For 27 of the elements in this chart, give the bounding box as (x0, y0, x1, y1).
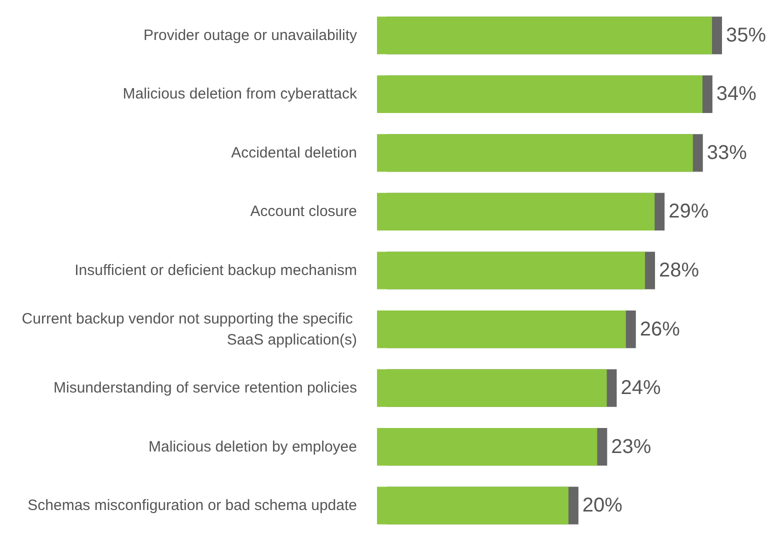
data-label: 26% (640, 318, 680, 340)
data-label: 20% (582, 494, 623, 517)
data-label: 33% (706, 142, 748, 164)
y-tick-label: Current backup vendor not supporting the specific SaaS application(s) (22, 310, 357, 348)
bar (377, 486, 568, 524)
bar (377, 75, 702, 113)
y-tick-label: Schemas misconfiguration or bad schema update (28, 497, 357, 514)
data-label: 23% (611, 436, 652, 458)
y-tick-label: Account closure (250, 203, 357, 220)
data-label: 28% (659, 260, 700, 282)
data-label: 34% (716, 83, 757, 106)
bar (377, 192, 655, 231)
bar (377, 252, 645, 290)
bar (377, 134, 693, 172)
bar (377, 16, 712, 54)
y-tick-label: Accidental deletion (231, 144, 357, 162)
bar (377, 369, 607, 407)
data-label: 29% (668, 200, 709, 223)
y-tick-label: Misunderstanding of service retention policies (54, 380, 357, 397)
y-tick-label: Malicious deletion from cyberattack (122, 86, 358, 103)
data-label: 35% (726, 24, 766, 46)
y-tick-label: Provider outage or unavailability (144, 26, 358, 44)
y-tick-label: Insufficient or deficient backup mechanism (74, 262, 357, 279)
bar (377, 428, 598, 466)
bar (377, 310, 626, 348)
y-tick-label: Malicious deletion by employee (148, 438, 357, 456)
data-label: 24% (620, 377, 661, 400)
